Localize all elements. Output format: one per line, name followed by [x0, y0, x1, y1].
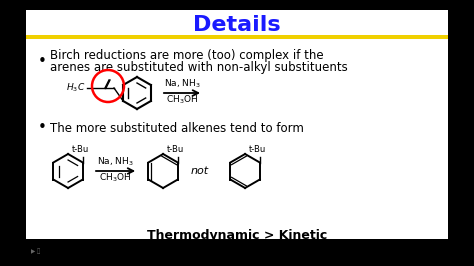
Text: t-Bu: t-Bu	[167, 144, 184, 153]
Text: Na, NH$_3$: Na, NH$_3$	[164, 78, 201, 90]
Bar	[448, 0, 474, 266]
Bar	[0, 0, 474, 10]
Text: t-Bu: t-Bu	[72, 144, 90, 153]
Text: CH$_3$OH: CH$_3$OH	[166, 94, 198, 106]
Text: •: •	[38, 120, 47, 135]
Bar	[26, 5, 448, 239]
Bar	[26, 35, 448, 39]
Text: ▶ ⏸: ▶ ⏸	[31, 248, 40, 254]
Bar	[0, 239, 474, 266]
Bar	[0, 0, 26, 266]
Text: $H_3C$: $H_3C$	[66, 82, 85, 94]
Text: •: •	[38, 53, 47, 69]
Text: The more substituted alkenes tend to form: The more substituted alkenes tend to for…	[50, 122, 304, 135]
Text: Thermodynamic > Kinetic: Thermodynamic > Kinetic	[147, 230, 327, 243]
Text: Na, NH$_3$: Na, NH$_3$	[97, 156, 134, 168]
Text: CH$_3$OH: CH$_3$OH	[100, 172, 132, 184]
Text: t-Bu: t-Bu	[249, 144, 266, 153]
Text: Birch reductions are more (too) complex if the: Birch reductions are more (too) complex …	[50, 49, 324, 63]
Text: Details: Details	[193, 15, 281, 35]
Text: arenes are substituted with non-alkyl substituents: arenes are substituted with non-alkyl su…	[50, 61, 348, 74]
Text: not: not	[191, 166, 209, 176]
